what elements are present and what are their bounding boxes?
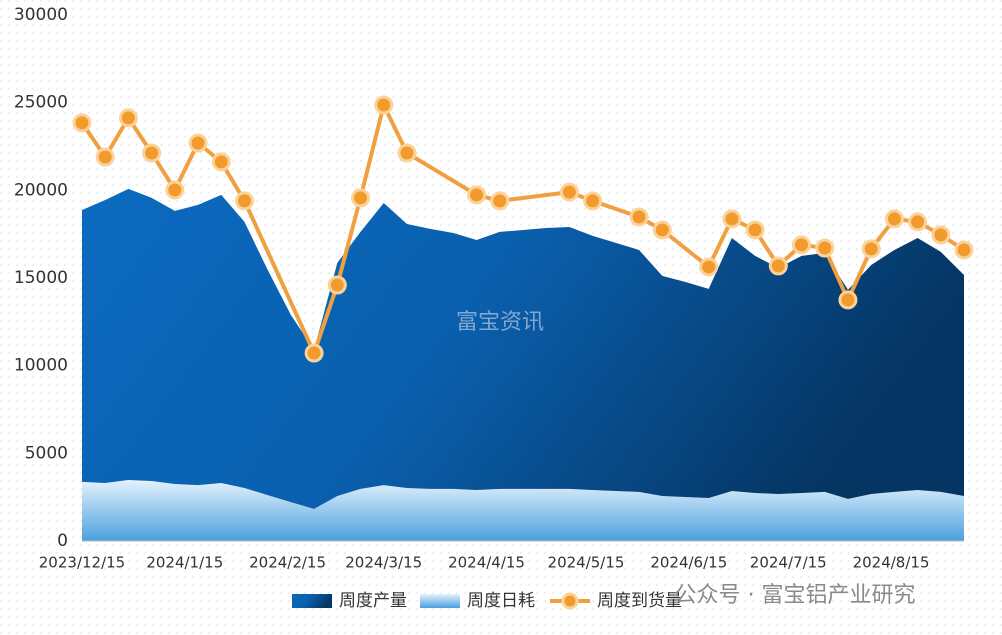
marker [884,209,904,229]
area [82,479,964,541]
x-tick-label: 2024/4/15 [448,554,525,572]
y-tick-label: 20000 [14,180,68,200]
marker [559,182,579,202]
legend-label: 周度日耗 [467,591,535,611]
y-tick-label: 5000 [25,443,68,463]
marker [467,185,487,205]
marker [931,225,951,245]
marker [908,212,928,232]
marker [351,188,371,208]
marker [954,240,974,260]
marker [304,343,324,363]
legend-label: 周度到货量 [597,591,682,611]
marker [397,143,417,163]
legend-marker [561,592,579,610]
marker [722,209,742,229]
x-tick-label: 2024/6/15 [650,554,727,572]
marker [374,95,394,115]
marker [792,235,812,255]
marker [72,113,92,133]
marker [861,239,881,259]
marker [583,191,603,211]
marker [745,220,765,240]
x-tick-label: 2024/1/15 [146,554,223,572]
marker [211,152,231,172]
marker [629,207,649,227]
legend-label: 周度产量 [339,591,407,611]
marker [652,220,672,240]
marker [165,180,185,200]
watermark: 富宝资讯 [456,310,544,335]
legend-swatch [420,594,460,608]
footer-watermark: 公众号 · 富宝铝产业研究 [675,583,916,608]
marker [699,257,719,277]
marker [118,108,138,128]
marker [142,143,162,163]
marker [815,238,835,258]
marker [234,191,254,211]
y-tick-label: 25000 [14,93,68,113]
y-tick-label: 15000 [14,268,68,288]
x-tick-label: 2024/2/15 [249,554,326,572]
marker [327,275,347,295]
x-tick-label: 2024/3/15 [345,554,422,572]
x-tick-label: 2024/5/15 [548,554,625,572]
x-tick-label: 2023/12/15 [39,554,125,572]
marker [95,147,115,167]
area [82,188,964,541]
marker [838,290,858,310]
x-tick-label: 2024/8/15 [853,554,930,572]
marker [768,256,788,276]
x-tick-label: 2024/7/15 [750,554,827,572]
legend-swatch [292,594,332,608]
y-tick-label: 0 [57,531,68,551]
y-tick-label: 10000 [14,356,68,376]
marker [188,133,208,153]
marker [490,191,510,211]
y-tick-label: 30000 [14,5,68,25]
